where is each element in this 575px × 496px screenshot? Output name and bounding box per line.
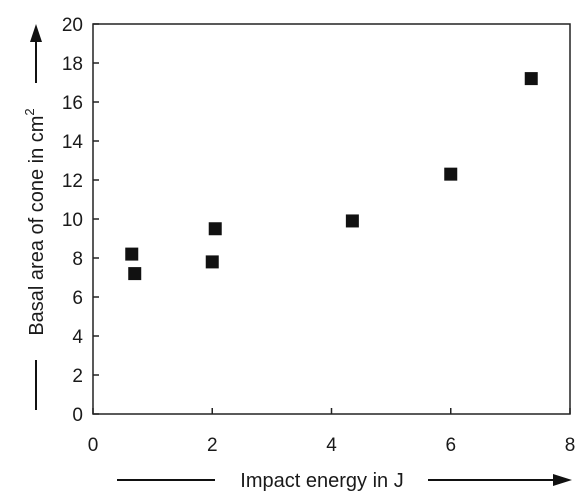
x-axis-title-group: Impact energy in J (117, 470, 572, 492)
y-tick-label: 6 (72, 288, 83, 309)
plot-area-frame (92, 23, 571, 415)
x-axis-title: Impact energy in J (240, 470, 403, 492)
x-tick-label: 2 (207, 435, 218, 456)
x-tick-label: 8 (565, 435, 575, 456)
y-tick-label: 16 (62, 93, 83, 114)
y-tick-label: 8 (72, 249, 83, 270)
y-axis-title-main: Basal area of cone in cm (26, 116, 48, 336)
y-axis-title: Basal area of cone in cm2 (22, 108, 48, 335)
data-point (208, 222, 222, 236)
x-tick-label: 6 (445, 435, 456, 456)
y-axis-arrowhead (30, 24, 42, 42)
x-tick-label: 4 (326, 435, 337, 456)
x-axis-arrowhead (553, 474, 572, 486)
y-tick-label: 18 (62, 54, 83, 75)
data-point (524, 72, 538, 86)
y-tick-label: 0 (72, 405, 83, 426)
y-axis-title-group: Basal area of cone in cm2 (22, 24, 48, 410)
y-tick-label: 20 (62, 15, 83, 36)
data-point (205, 255, 219, 269)
data-point (128, 267, 142, 281)
data-point (345, 214, 359, 228)
y-tick-label: 4 (72, 327, 83, 348)
y-tick-label: 14 (62, 132, 84, 153)
x-axis-ticks: 0 2 4 6 8 (88, 408, 575, 456)
y-tick-label: 12 (62, 171, 83, 192)
data-points (125, 72, 538, 281)
data-point (444, 167, 458, 181)
y-tick-label: 2 (72, 366, 83, 387)
y-axis-title-superscript: 2 (22, 108, 37, 115)
data-point (125, 247, 139, 261)
x-tick-label: 0 (88, 435, 99, 456)
y-tick-label: 10 (62, 210, 83, 231)
y-axis-ticks: 0 2 4 6 8 10 12 14 16 18 20 (62, 15, 99, 426)
